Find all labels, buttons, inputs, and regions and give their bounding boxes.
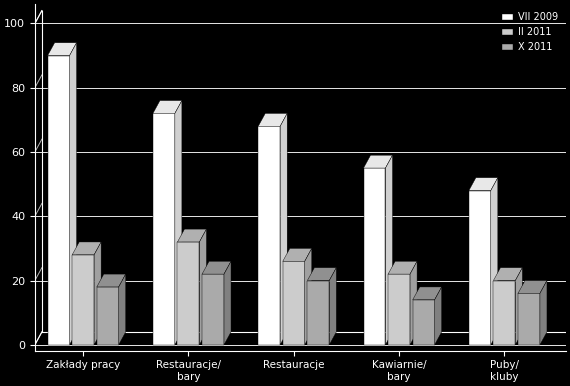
Polygon shape [97,274,126,287]
Polygon shape [305,248,312,345]
Polygon shape [283,261,305,345]
Polygon shape [153,113,175,345]
Polygon shape [258,126,280,345]
Polygon shape [364,168,385,345]
Polygon shape [364,155,393,168]
Polygon shape [200,229,206,345]
Polygon shape [202,274,224,345]
Polygon shape [494,281,515,345]
Polygon shape [48,43,76,56]
Polygon shape [70,43,76,345]
Polygon shape [388,261,417,274]
Polygon shape [119,274,126,345]
Polygon shape [224,261,231,345]
Polygon shape [469,191,491,345]
Polygon shape [413,287,442,300]
Polygon shape [94,242,101,345]
Polygon shape [258,113,287,126]
Polygon shape [494,267,522,281]
Polygon shape [72,242,101,255]
Polygon shape [540,281,547,345]
Polygon shape [177,229,206,242]
Polygon shape [202,261,231,274]
Polygon shape [388,274,410,345]
Polygon shape [48,56,70,345]
Polygon shape [329,267,336,345]
Polygon shape [175,101,182,345]
Polygon shape [518,281,547,293]
Polygon shape [518,293,540,345]
Polygon shape [283,248,312,261]
Polygon shape [280,113,287,345]
Polygon shape [410,261,417,345]
Polygon shape [177,242,200,345]
Polygon shape [435,287,442,345]
Polygon shape [515,267,522,345]
Legend: VII 2009, II 2011, X 2011: VII 2009, II 2011, X 2011 [499,9,561,54]
Polygon shape [491,178,498,345]
Polygon shape [469,178,498,191]
Polygon shape [72,255,94,345]
Polygon shape [153,101,182,113]
Polygon shape [307,267,336,281]
Polygon shape [307,281,329,345]
Polygon shape [413,300,435,345]
Polygon shape [97,287,119,345]
Polygon shape [385,155,393,345]
